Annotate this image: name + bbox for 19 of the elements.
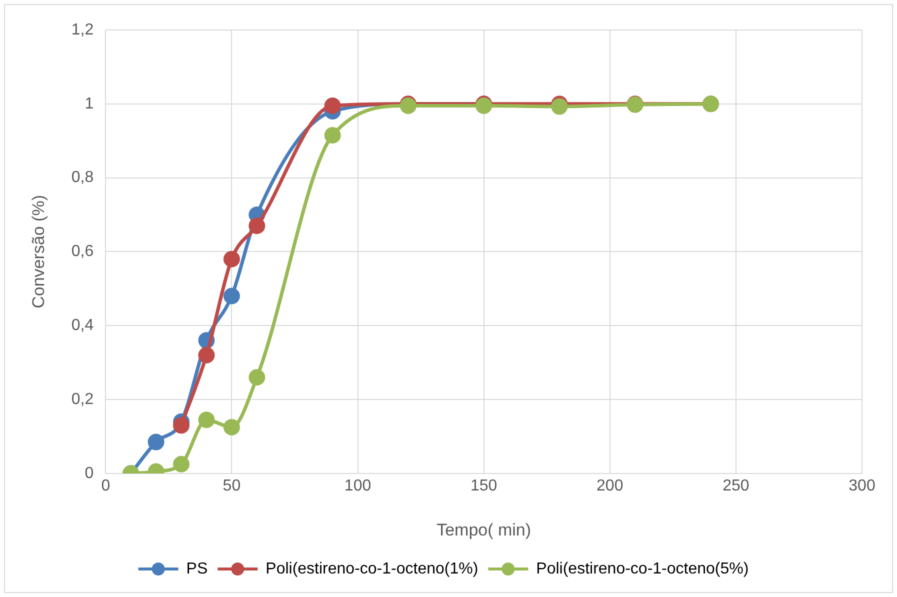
x-tick-label: 50 [222, 477, 241, 494]
x-tick-label: 250 [722, 477, 750, 494]
x-tick-label: 0 [101, 477, 110, 494]
legend-label: Poli(estireno-co-1-octeno(5%) [536, 560, 749, 578]
x-tick-label: 100 [344, 477, 372, 494]
y-axis-title: Conversão (%) [28, 195, 48, 308]
legend-label: Poli(estireno-co-1-octeno(1%) [266, 560, 478, 578]
y-tick-label: 1,2 [71, 21, 94, 38]
y-tick-label: 0,6 [71, 243, 94, 260]
x-tick-label: 150 [470, 477, 498, 494]
y-tick-label: 0 [84, 464, 94, 482]
y-tick-label: 0,8 [71, 169, 94, 186]
x-tick-label: 200 [596, 477, 624, 494]
legend-label: PS [186, 560, 208, 578]
y-tick-label: 0,2 [71, 390, 94, 408]
y-tick-label: 1 [84, 95, 94, 112]
y-tick-label: 0,4 [71, 317, 94, 334]
x-axis-title: Tempo( min) [436, 520, 532, 540]
x-tick-label: 300 [848, 477, 876, 494]
